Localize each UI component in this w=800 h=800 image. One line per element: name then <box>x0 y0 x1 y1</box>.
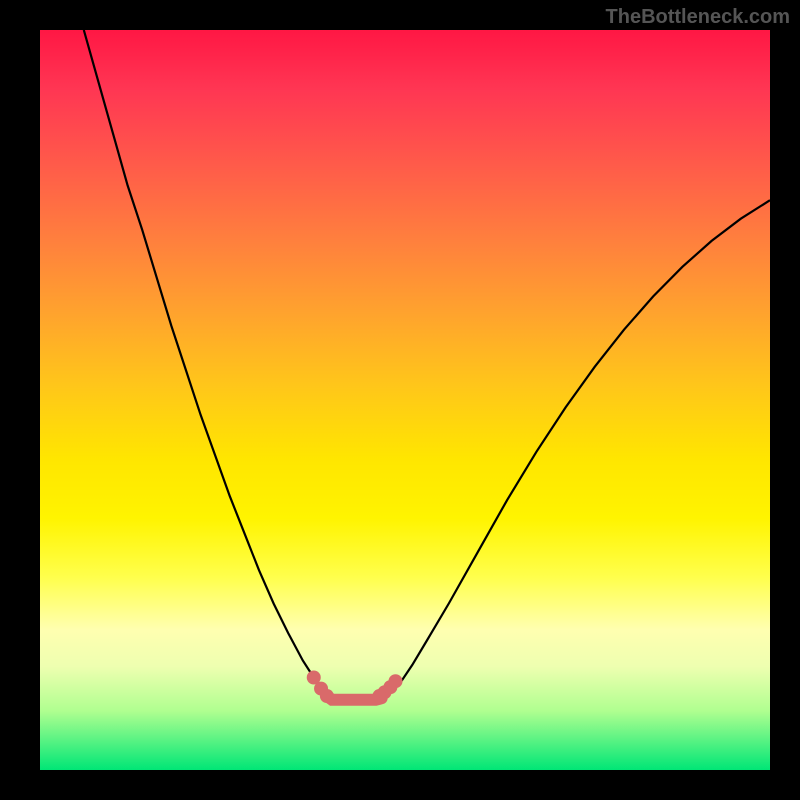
chart-svg <box>40 30 770 770</box>
highlight-marker <box>320 689 334 703</box>
watermark-text: TheBottleneck.com <box>606 6 790 29</box>
chart-plot-area <box>40 30 770 770</box>
bottleneck-curve-path <box>84 30 770 700</box>
highlight-marker <box>389 674 403 688</box>
